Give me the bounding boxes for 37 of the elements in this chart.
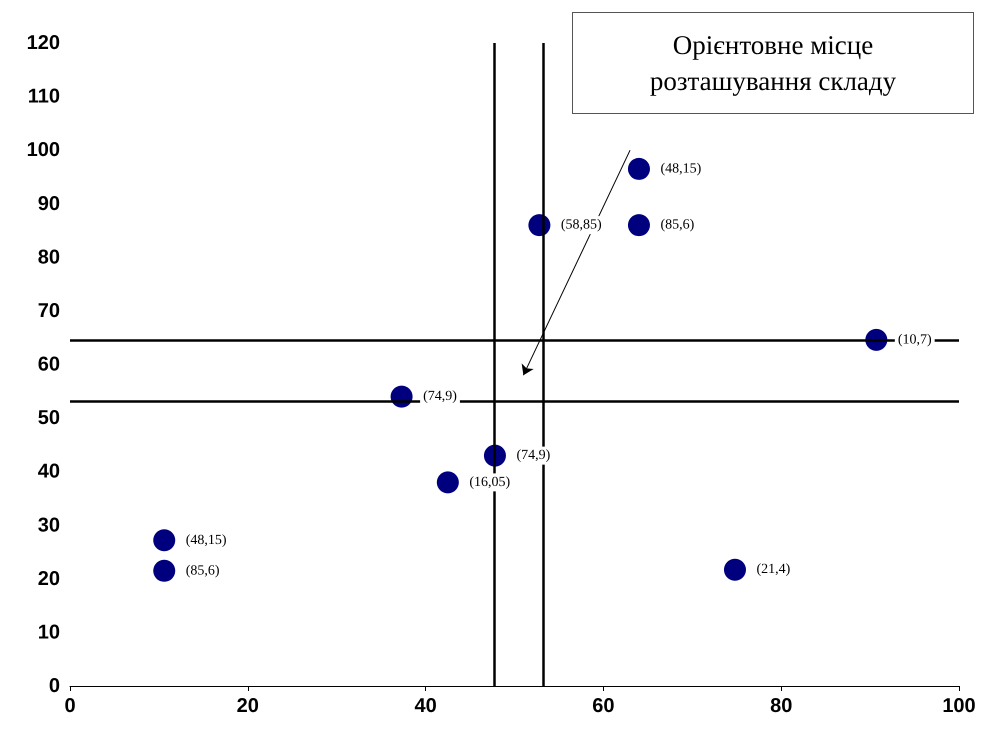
- y-tick-label: 10: [38, 621, 60, 644]
- y-tick-label: 80: [38, 246, 60, 268]
- y-tick-label: 30: [38, 514, 60, 536]
- y-tick-label: 120: [26, 32, 60, 54]
- point: [153, 529, 176, 552]
- y-tick-label: 110: [28, 86, 60, 108]
- annotation: (74,9): [516, 448, 551, 464]
- annotation: (85,6): [186, 563, 220, 578]
- x-tick-label: 0: [64, 695, 76, 717]
- x-tick-label: 20: [236, 695, 259, 717]
- point: [153, 560, 176, 582]
- y-tick-label: 50: [38, 407, 60, 430]
- callout-box: Орієнтовне місце розташування складу: [572, 12, 974, 114]
- y-tick-label: 0: [48, 675, 60, 697]
- x-tick-label: 40: [414, 695, 437, 717]
- y-tick-label: 90: [38, 192, 60, 215]
- x-tick-label: 80: [770, 695, 792, 717]
- annotation: (85,6): [660, 218, 695, 233]
- annotation: (48,15): [660, 161, 702, 176]
- y-tick-label: 40: [38, 460, 60, 483]
- annotation: (21,4): [756, 562, 791, 578]
- annotation: (48,15): [186, 532, 227, 548]
- annotation: (58,85): [560, 218, 602, 233]
- annotation: (74,9): [423, 389, 458, 404]
- x-tick-label: 60: [592, 695, 615, 717]
- annotation: (16,05): [469, 474, 510, 490]
- y-tick-label: 60: [38, 354, 60, 376]
- point: [628, 214, 650, 236]
- annotation: Орієнтовне місце розташування складу: [648, 29, 898, 98]
- annotation: (10,7): [898, 332, 932, 348]
- y-tick-label: 70: [38, 300, 60, 322]
- point: [724, 558, 746, 581]
- y-tick-label: 20: [38, 568, 60, 590]
- x-tick-label: 100: [942, 695, 976, 717]
- y-tick-label: 100: [26, 139, 60, 162]
- point: [436, 471, 459, 494]
- point: [628, 158, 650, 180]
